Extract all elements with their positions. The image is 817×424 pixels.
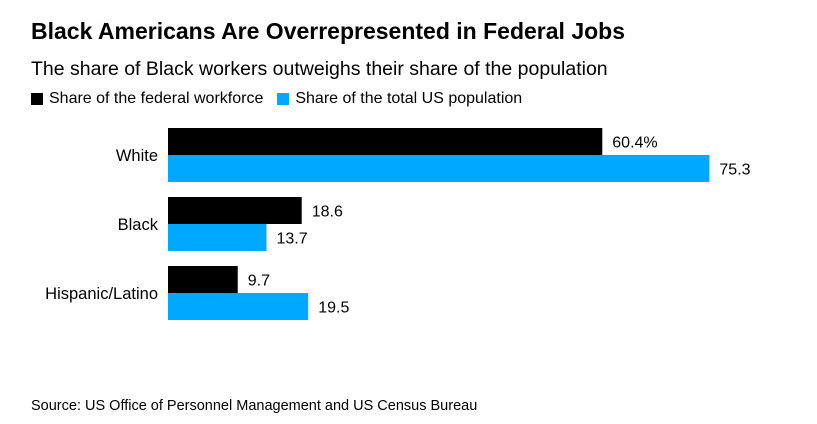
legend-item-population: Share of the total US population xyxy=(277,90,522,108)
legend-label-federal: Share of the federal workforce xyxy=(49,90,264,107)
category-label-hispanic-latino: Hispanic/Latino xyxy=(45,285,158,303)
category-label-white: White xyxy=(116,147,158,165)
legend: Share of the federal workforce Share of … xyxy=(31,90,536,108)
bar-black-federal xyxy=(168,197,302,224)
chart-subtitle: The share of Black workers outweighs the… xyxy=(31,58,608,80)
legend-label-population: Share of the total US population xyxy=(295,90,523,107)
value-label-black-population: 13.7 xyxy=(277,231,308,248)
bar-white-population xyxy=(168,155,710,182)
value-label-white-population: 75.3 xyxy=(719,162,750,179)
bar-hispanic-latino-population xyxy=(168,293,309,320)
legend-swatch-federal xyxy=(31,93,43,105)
value-label-hispanic-latino-federal: 9.7 xyxy=(248,273,270,290)
value-label-hispanic-latino-population: 19.5 xyxy=(318,300,349,317)
legend-swatch-population xyxy=(277,93,290,105)
source-note: Source: US Office of Personnel Managemen… xyxy=(31,398,478,414)
bar-hispanic-latino-federal xyxy=(168,266,238,293)
legend-item-federal: Share of the federal workforce xyxy=(31,90,263,108)
value-label-black-federal: 18.6 xyxy=(312,204,343,221)
bar-white-federal xyxy=(168,128,603,155)
category-label-black: Black xyxy=(118,216,159,234)
value-label-white-federal: 60.4% xyxy=(612,135,657,152)
bar-black-population xyxy=(168,224,267,251)
chart-title: Black Americans Are Overrepresented in F… xyxy=(31,18,626,44)
